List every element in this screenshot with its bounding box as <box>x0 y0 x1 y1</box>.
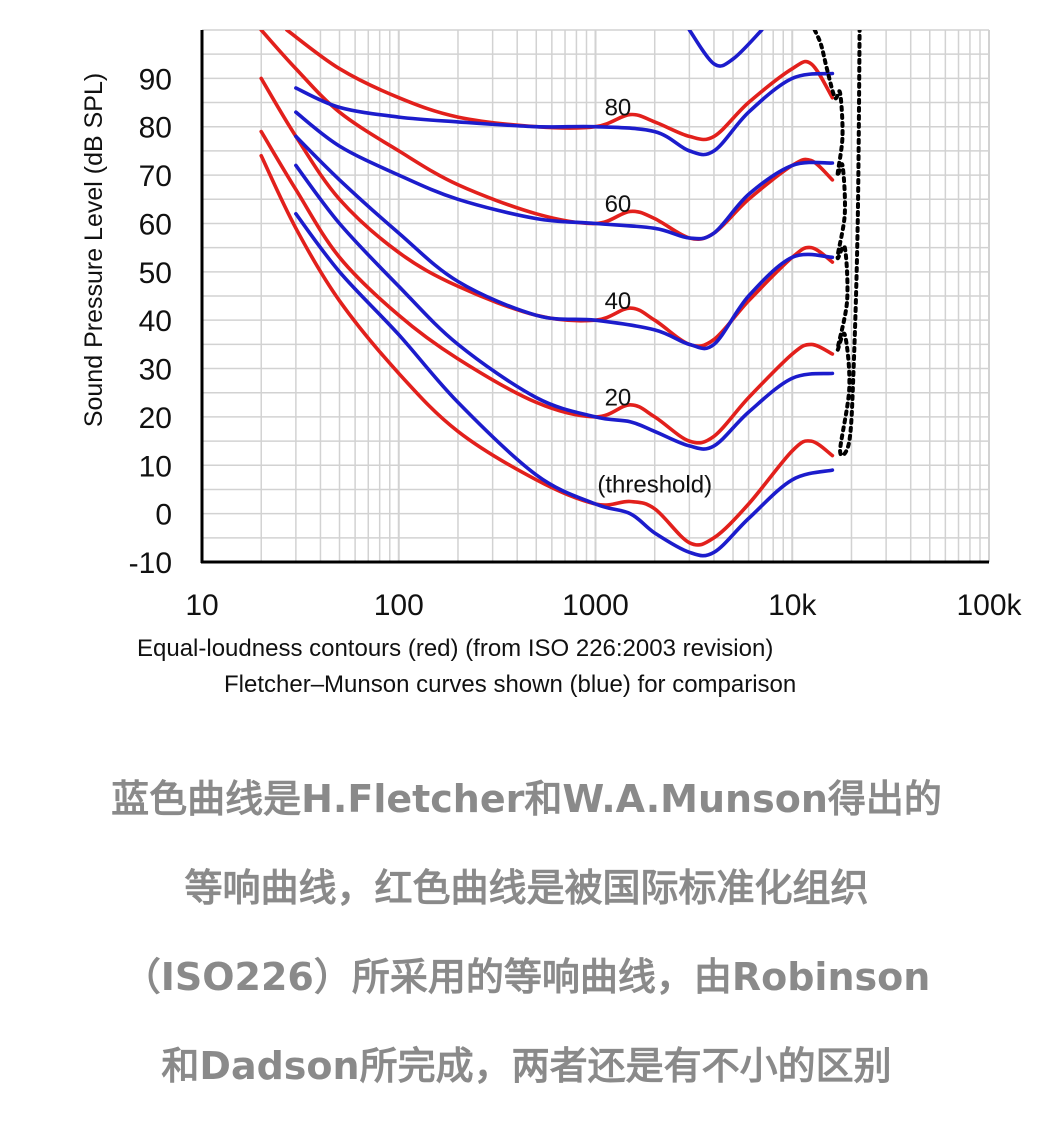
contour-label: 20 <box>605 385 632 412</box>
blue-curve <box>294 134 835 351</box>
contour-labels: 80 60 40 20 (threshold) <box>597 94 712 498</box>
description-line-3: （ISO226）所采用的等响曲线，由Robinson <box>122 955 931 999</box>
red-curve <box>259 129 835 445</box>
red-curve <box>259 76 835 348</box>
x-tick-label: 10k <box>768 589 817 622</box>
y-tick-label: 80 <box>139 112 172 145</box>
y-tick-label: 30 <box>139 354 172 387</box>
blue-curve <box>294 163 835 451</box>
y-tick-label: 50 <box>139 257 172 290</box>
y-tick-label: 60 <box>139 208 172 241</box>
red-curve <box>259 153 835 547</box>
blue-curve <box>294 71 835 157</box>
caption-line-2: Fletcher–Munson curves shown (blue) for … <box>224 671 797 698</box>
x-tick-label: 1000 <box>562 589 629 622</box>
red-curve <box>259 30 835 242</box>
y-tick-label: 0 <box>155 499 172 532</box>
blue-curve <box>294 110 835 241</box>
axes <box>200 30 989 564</box>
y-tick-label: 10 <box>139 450 172 483</box>
curves <box>259 30 862 558</box>
y-tick-label: 90 <box>139 63 172 96</box>
y-tick-label: -10 <box>129 547 172 580</box>
description-text: 蓝色曲线是H.Fletcher和W.A.Munson得出的 等响曲线，红色曲线是… <box>0 755 1053 1111</box>
grid <box>202 29 990 563</box>
description-line-2: 等响曲线，红色曲线是被国际标准化组织 <box>184 866 869 910</box>
y-tick-label: 40 <box>139 305 172 338</box>
x-tick-label: 10 <box>185 589 218 622</box>
y-tick-label: 70 <box>139 160 172 193</box>
description-line-4: 和Dadson所完成，两者还是有不小的区别 <box>161 1044 892 1088</box>
blue-curve <box>294 212 835 558</box>
contour-label: 60 <box>605 191 632 218</box>
blue-curve <box>687 30 764 68</box>
caption-line-1: Equal-loudness contours (red) (from ISO … <box>137 635 774 662</box>
equal-loudness-chart: -10 0 10 20 30 40 50 60 70 80 90 10 100 1000 10k 100k 8… <box>80 29 1023 622</box>
description-line-1: 蓝色曲线是H.Fletcher和W.A.Munson得出的 <box>111 777 942 821</box>
contour-label: (threshold) <box>597 472 712 499</box>
threshold-dotted-line <box>812 30 862 458</box>
y-tick-label: 20 <box>139 402 172 435</box>
red-curve <box>285 30 835 142</box>
contour-label: 40 <box>605 288 632 315</box>
tick-labels: -10 0 10 20 30 40 50 60 70 80 90 10 100 1000 10k 100k <box>129 63 1023 622</box>
contour-label: 80 <box>605 94 632 121</box>
x-tick-label: 100 <box>374 589 424 622</box>
x-tick-label: 100k <box>956 589 1022 622</box>
y-axis-label: Sound Pressure Level (dB SPL) <box>80 73 108 427</box>
